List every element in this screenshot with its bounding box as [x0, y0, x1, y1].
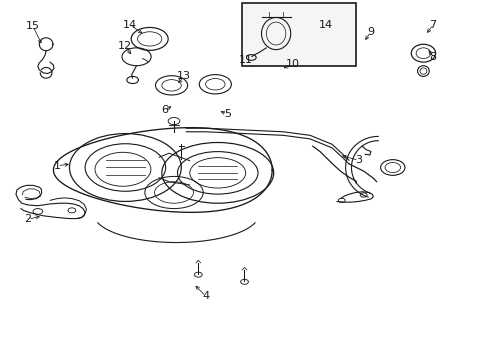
- Text: 6: 6: [161, 105, 167, 115]
- Text: 4: 4: [202, 291, 209, 301]
- Text: 10: 10: [285, 59, 300, 69]
- Text: 14: 14: [319, 19, 332, 30]
- Text: 12: 12: [118, 41, 132, 51]
- Text: 5: 5: [224, 109, 230, 119]
- FancyBboxPatch shape: [242, 3, 356, 66]
- Text: 7: 7: [429, 19, 436, 30]
- Text: 14: 14: [123, 19, 137, 30]
- Text: 3: 3: [355, 156, 362, 165]
- Text: 11: 11: [239, 55, 252, 65]
- Text: 2: 2: [24, 214, 32, 224]
- Text: 13: 13: [176, 71, 190, 81]
- Text: 1: 1: [54, 161, 61, 171]
- Text: 8: 8: [429, 52, 436, 62]
- Text: 15: 15: [26, 21, 40, 31]
- Text: 9: 9: [366, 27, 374, 37]
